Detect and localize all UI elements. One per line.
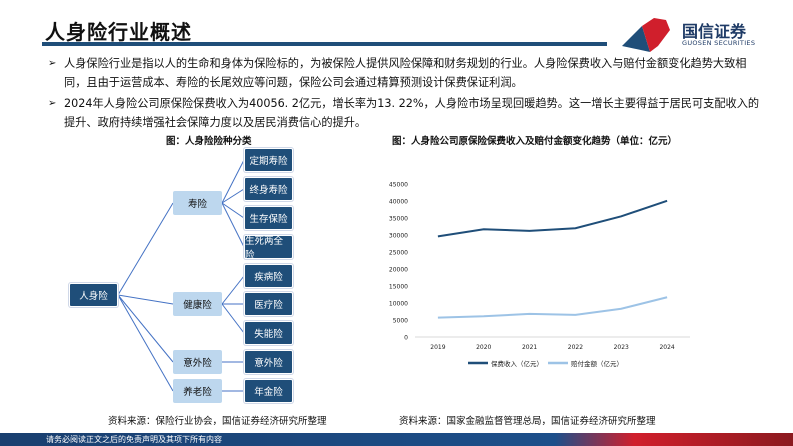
bullet-list: ➢ 人身保险行业是指以人的生命和身体为保险标的，为被保险人提供风险保障和财务规划的… <box>48 54 768 134</box>
tree-leaf-node: 定期寿险 <box>244 148 293 172</box>
bullet-item: ➢ 2024年人身险公司原保险保费收入为40056. 2亿元，增长率为13. 22… <box>48 94 768 132</box>
title-underline <box>42 42 607 46</box>
y-tick-label: 30000 <box>389 233 408 240</box>
series-line-0 <box>437 199 668 238</box>
x-tick-label: 2024 <box>659 344 674 351</box>
connector-line <box>117 202 174 296</box>
connector-line <box>221 159 245 204</box>
bullet-text: 2024年人身险公司原保险保费收入为40056. 2亿元，增长率为13. 22%… <box>64 97 760 129</box>
y-tick-label: 25000 <box>389 250 408 257</box>
y-tick-label: 35000 <box>389 216 408 223</box>
legend-label: 赔付金额（亿元） <box>571 359 623 368</box>
logo-mark-icon <box>622 18 670 52</box>
y-tick-label: 15000 <box>389 284 408 291</box>
x-tick-label: 2023 <box>614 344 629 351</box>
tree-category-node: 养老险 <box>173 379 222 403</box>
series-line-1 <box>437 296 668 319</box>
tree-root-node: 人身险 <box>69 283 118 307</box>
y-tick-label: 5000 <box>393 318 408 325</box>
y-tick-label: 40000 <box>389 199 408 206</box>
connector-line <box>221 303 245 334</box>
connector-line <box>117 294 174 305</box>
tree-leaf-node: 失能险 <box>244 321 293 345</box>
legend-label: 保费收入（亿元） <box>491 359 543 368</box>
tree-category-node: 健康险 <box>173 292 222 316</box>
tree-leaf-node: 生存保险 <box>244 206 293 230</box>
chart-title: 图：人身险公司原保险保费收入及赔付金额变化趋势（单位：亿元） <box>392 136 678 147</box>
tree-leaf-node: 生死两全险 <box>244 235 293 261</box>
tree-category-node: 寿险 <box>173 191 222 215</box>
tree-category-node: 意外险 <box>173 350 222 374</box>
arrow-bullet-icon: ➢ <box>48 98 57 109</box>
connector-line <box>117 294 174 363</box>
disclaimer-text: 请务必阅读正文之后的免责声明及其项下所有内容 <box>46 435 222 444</box>
tree-leaf-node: 意外险 <box>244 350 293 374</box>
y-tick-label: 45000 <box>389 182 408 189</box>
x-tick-label: 2019 <box>430 344 445 351</box>
line-chart: 0 5000 10000 15000 20000 25000 30000 35000 40000… <box>389 182 690 368</box>
x-tick-label: 2020 <box>476 344 491 351</box>
logo-en: GUOSEN SECURITIES <box>682 39 756 47</box>
tree-leaf-node: 年金险 <box>244 379 293 403</box>
x-tick-label: 2022 <box>568 344 583 351</box>
tree-leaf-node: 疾病险 <box>244 264 293 288</box>
arrow-bullet-icon: ➢ <box>48 58 57 69</box>
connector-line <box>221 202 245 219</box>
tree-leaf-node: 终身寿险 <box>244 177 293 201</box>
logo-name: 国信证券 <box>682 22 747 41</box>
connector-line <box>117 294 174 392</box>
tree-source: 资料来源：保险行业协会，国信证券经济研究所整理 <box>108 416 327 427</box>
connector-line <box>221 188 245 204</box>
chart-source: 资料来源：国家金融监督管理总局，国信证券经济研究所整理 <box>399 416 656 427</box>
connector-line <box>221 202 245 248</box>
y-tick-label: 20000 <box>389 267 408 274</box>
connector-line <box>221 275 245 305</box>
guosen-logo: 国信证券 GUOSEN SECURITIES <box>620 16 770 52</box>
bullet-item: ➢ 人身保险行业是指以人的生命和身体为保险标的，为被保险人提供风险保障和财务规划的… <box>48 54 768 92</box>
page-title: 人身险行业概述 <box>45 20 192 44</box>
x-tick-label: 2021 <box>522 344 537 351</box>
footer-bar: 请务必阅读正文之后的免责声明及其项下所有内容 <box>0 433 793 446</box>
y-tick-label: 10000 <box>389 301 408 308</box>
tree-caption: 图：人身险险种分类 <box>166 136 252 147</box>
bullet-text: 人身保险行业是指以人的生命和身体为保险标的，为被保险人提供风险保障和财务规划的行… <box>64 57 747 89</box>
tree-leaf-node: 医疗险 <box>244 292 293 316</box>
y-tick-label: 0 <box>404 335 408 342</box>
